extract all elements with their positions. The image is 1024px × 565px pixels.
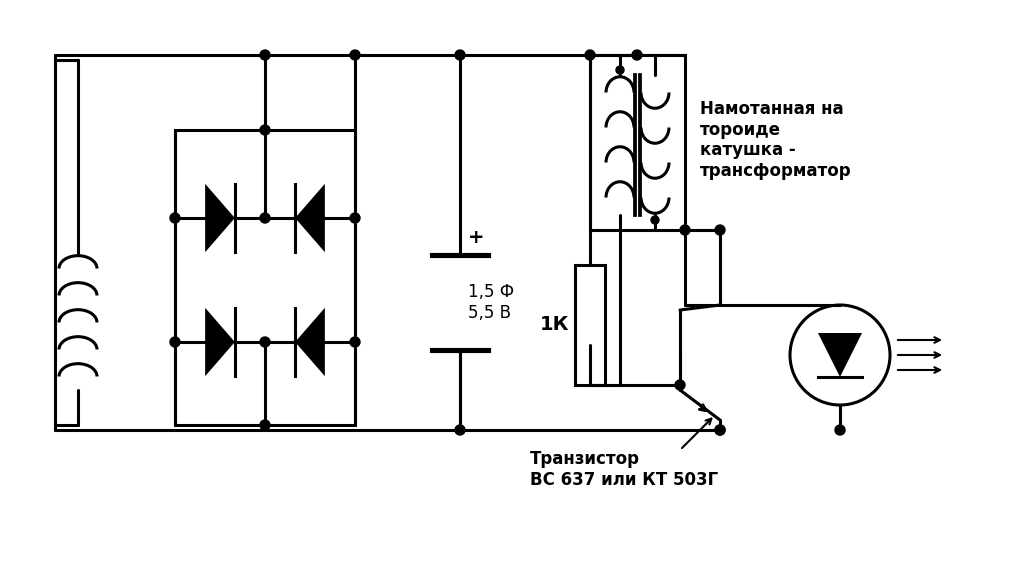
Circle shape — [715, 425, 725, 435]
Circle shape — [455, 50, 465, 60]
Circle shape — [585, 50, 595, 60]
Circle shape — [632, 50, 642, 60]
Polygon shape — [205, 308, 234, 376]
Circle shape — [715, 225, 725, 235]
Circle shape — [835, 425, 845, 435]
Text: +: + — [468, 228, 484, 247]
Circle shape — [170, 337, 180, 347]
Circle shape — [260, 420, 270, 430]
Polygon shape — [295, 308, 325, 376]
Polygon shape — [205, 184, 234, 252]
Circle shape — [616, 66, 624, 74]
Circle shape — [350, 213, 360, 223]
Circle shape — [260, 213, 270, 223]
Text: Транзистор
ВС 637 или КТ 503Г: Транзистор ВС 637 или КТ 503Г — [530, 450, 718, 489]
Circle shape — [170, 213, 180, 223]
Circle shape — [350, 337, 360, 347]
Circle shape — [260, 50, 270, 60]
Polygon shape — [295, 184, 325, 252]
Circle shape — [260, 337, 270, 347]
Text: Намотанная на
тороиде
катушка -
трансформатор: Намотанная на тороиде катушка - трансфор… — [700, 100, 852, 180]
Circle shape — [680, 225, 690, 235]
Bar — [575, 265, 605, 385]
Text: 1,5 Ф
5,5 В: 1,5 Ф 5,5 В — [468, 283, 514, 322]
Circle shape — [350, 50, 360, 60]
Bar — [590, 55, 685, 230]
Text: 1К: 1К — [540, 315, 569, 334]
Circle shape — [715, 425, 725, 435]
Circle shape — [455, 425, 465, 435]
Circle shape — [651, 216, 659, 224]
Circle shape — [675, 380, 685, 390]
Polygon shape — [818, 333, 862, 377]
Circle shape — [260, 125, 270, 135]
